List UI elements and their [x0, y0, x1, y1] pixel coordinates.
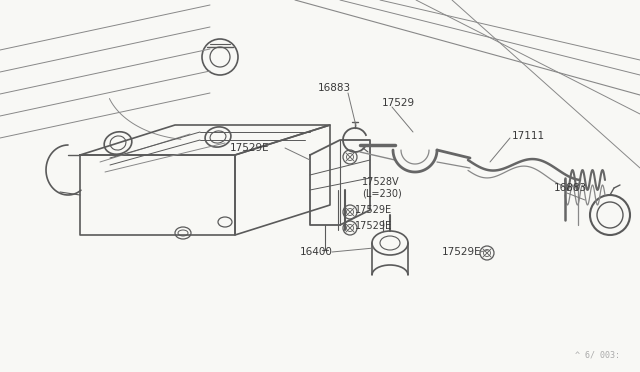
Text: 16883: 16883 [554, 183, 587, 193]
Text: 17529E: 17529E [355, 205, 392, 215]
Text: ^ 6/ 003:: ^ 6/ 003: [575, 351, 620, 360]
Text: 17529E: 17529E [355, 221, 392, 231]
Text: 16400: 16400 [300, 247, 333, 257]
Text: 17111: 17111 [512, 131, 545, 141]
Text: 17529: 17529 [382, 98, 415, 108]
Text: 17528V: 17528V [362, 177, 399, 187]
Text: 16883: 16883 [318, 83, 351, 93]
Text: 17529E: 17529E [230, 143, 269, 153]
Text: 17529E: 17529E [442, 247, 482, 257]
Text: (L=230): (L=230) [362, 189, 402, 199]
